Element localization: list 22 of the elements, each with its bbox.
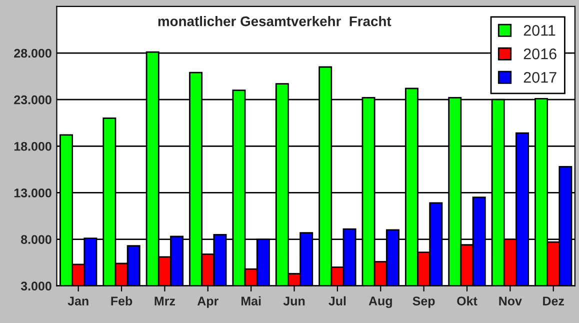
x-tick-label: Jul	[328, 296, 346, 306]
y-tick-label: 3.000	[20, 282, 52, 291]
text: monatlicher Gesamtverkehr Fracht	[158, 16, 392, 26]
x-tick-label: Feb	[111, 296, 132, 306]
x-tick-label: Sep	[412, 296, 435, 308]
x-tick-label: Okt	[457, 296, 478, 306]
x-tick-label: Nov	[499, 296, 522, 306]
y-tick-label: 18.000	[14, 142, 52, 151]
legend-label: 2011	[524, 25, 556, 36]
x-tick-label: Dez	[543, 296, 564, 306]
x-tick-label: Jan	[68, 296, 88, 306]
x-tick-label: Aug	[368, 296, 392, 308]
x-tick-label: Jun	[283, 296, 305, 306]
legend-label: 2017	[524, 72, 556, 83]
x-tick-label: Mrz	[154, 296, 176, 306]
y-tick-label: 13.000	[14, 188, 52, 198]
y-tick-label: 8.000	[21, 235, 52, 244]
x-tick-label: Mai	[241, 296, 261, 306]
y-tick-label: 23.000	[14, 95, 52, 104]
legend-label: 2016	[524, 48, 556, 60]
x-tick-label: Apr	[197, 296, 218, 308]
y-tick-label: 28.000	[14, 48, 52, 58]
